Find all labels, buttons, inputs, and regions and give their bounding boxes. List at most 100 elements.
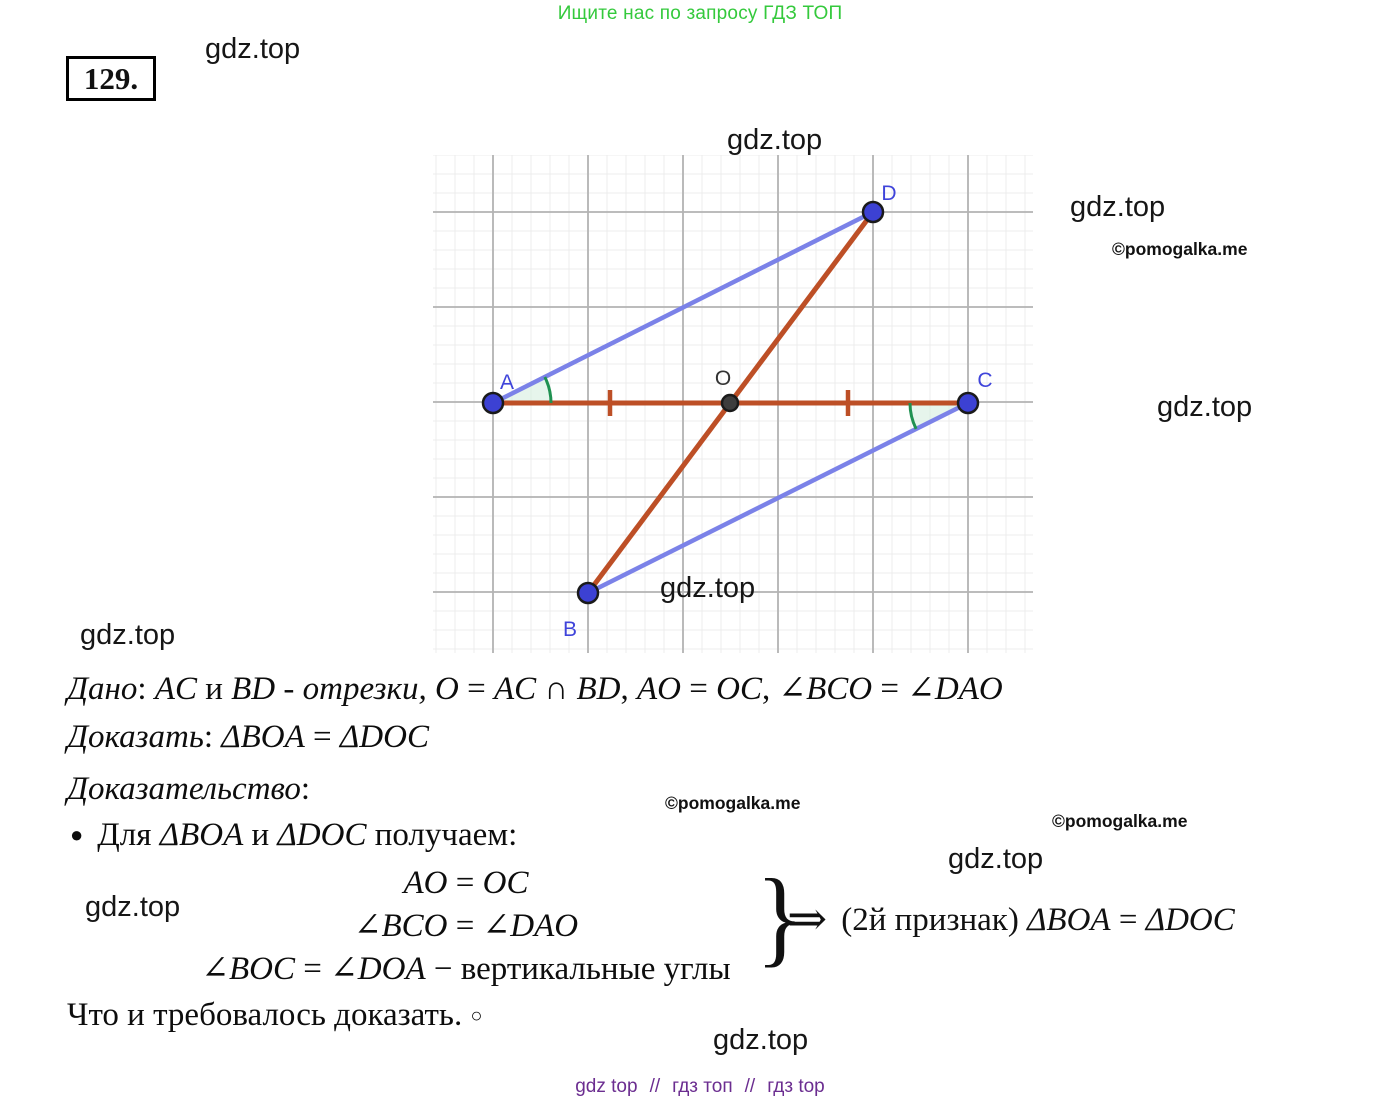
text-segment: Доказательство: [67, 771, 301, 807]
text-segment: ∩: [536, 671, 577, 707]
text-segment: :: [137, 671, 155, 707]
text-segment: ΔDOC: [1145, 901, 1235, 938]
text-segment: ∠BCO: [778, 671, 873, 707]
point-label-C: C: [977, 369, 992, 392]
text-segment: ○: [470, 1005, 483, 1028]
text-segment: :: [203, 719, 222, 755]
promo-banner: Ищите нас по запросу ГДЗ ТОП: [557, 3, 843, 24]
angle-arc: [908, 402, 918, 430]
point-label-B: B: [563, 618, 577, 641]
implication-row: ⇒ (2й признак) ΔBOA = ΔDOC: [787, 894, 1235, 946]
proof-heading: Доказательство:: [67, 771, 310, 808]
segment-BC: [586, 400, 970, 596]
point-label-O: O: [715, 367, 731, 390]
pomogalka-watermark: ©pomogalka.me: [665, 793, 801, 813]
text-segment: :: [300, 771, 311, 807]
footer-links: gdz top // гдз топ // гдз top: [0, 1076, 1400, 1098]
text-segment: и: [243, 817, 278, 853]
gdz-watermark: gdz.top: [1070, 191, 1166, 223]
equation-line-1: AO = OC: [160, 862, 772, 905]
gdz-watermark: gdz.top: [205, 33, 301, 65]
text-segment: ∠DAO: [482, 908, 579, 944]
text-segment: ΔBOA: [221, 719, 305, 755]
gdz-watermark: gdz.top: [727, 124, 823, 156]
point-A: [481, 391, 505, 415]
text-segment: и: [196, 671, 232, 707]
implies-arrow: ⇒: [787, 893, 828, 946]
text-segment: AO: [636, 671, 681, 707]
text-segment: BD: [231, 671, 276, 707]
footer-separator: //: [744, 1076, 756, 1097]
bullet-icon: ●: [70, 822, 84, 847]
point-D: [861, 200, 885, 224]
text-segment: Для: [97, 817, 160, 853]
segment-AD: [491, 209, 875, 406]
text-segment: получаем:: [366, 817, 518, 853]
footer-link[interactable]: gdz top: [575, 1076, 638, 1097]
qed-line: Что и требовалось доказать. ○: [67, 997, 482, 1034]
footer-link[interactable]: гдз топ: [672, 1076, 733, 1097]
angle-arc: [543, 376, 553, 404]
pomogalka-watermark: ©pomogalka.me: [1052, 811, 1188, 831]
text-segment: Дано: [67, 671, 138, 707]
text-segment: =: [680, 671, 717, 707]
text-segment: отрезки,: [302, 671, 435, 707]
text-segment: ∠BCO: [353, 908, 448, 944]
gdz-watermark: gdz.top: [1157, 391, 1253, 423]
text-segment: OC: [482, 865, 529, 901]
text-segment: O: [435, 671, 459, 707]
text-segment: =: [447, 865, 483, 901]
text-segment: =: [447, 908, 483, 944]
text-segment: =: [872, 671, 908, 707]
text-segment: ΔDOC: [277, 817, 367, 853]
text-segment: ∠DAO: [907, 671, 1003, 707]
problem-number-box: 129.: [66, 56, 156, 101]
equation-system: AO = OC ∠BCO = ∠DAO ∠BOC = ∠DOA − вертик…: [160, 862, 772, 991]
text-segment: =: [458, 671, 494, 707]
text-segment: =: [304, 719, 340, 755]
point-label-D: D: [881, 182, 896, 205]
gdz-watermark: gdz.top: [713, 1024, 809, 1056]
point-C: [956, 391, 980, 415]
proof-step-line: ● Для ΔBOA и ΔDOC получаем:: [70, 817, 517, 854]
step-intro: Для ΔBOA и ΔDOC получаем:: [97, 817, 517, 853]
given-line: Дано: AC и BD - отрезки, O = AC ∩ BD, AO…: [67, 668, 1003, 708]
text-segment: ΔBOA: [159, 817, 244, 853]
gdz-watermark: gdz.top: [80, 619, 176, 651]
footer-link[interactable]: гдз top: [767, 1076, 825, 1097]
problem-number: 129.: [83, 60, 139, 96]
text-segment: вертикальные углы: [460, 951, 731, 987]
text-segment: (2й признак): [841, 901, 1028, 938]
text-segment: OC: [716, 671, 762, 707]
point-O: [720, 393, 740, 413]
text-segment: Что и требовалось доказать.: [67, 997, 471, 1033]
text-segment: AC: [154, 671, 197, 707]
system-brace: }: [756, 858, 804, 977]
text-segment: =: [295, 951, 331, 987]
gdz-watermark: gdz.top: [948, 843, 1044, 875]
point-B: [576, 581, 600, 605]
text-segment: ,: [761, 671, 779, 707]
text-segment: -: [275, 671, 303, 707]
text-segment: AC: [493, 671, 537, 707]
text-segment: =: [1110, 901, 1146, 938]
text-segment: ∠BOC: [201, 951, 295, 987]
point-label-A: A: [500, 371, 514, 394]
footer-separator: //: [649, 1076, 661, 1097]
text-segment: ,: [620, 671, 637, 707]
text-segment: BD: [576, 671, 621, 707]
text-segment: ΔDOC: [339, 719, 429, 755]
pomogalka-watermark: ©pomogalka.me: [1112, 239, 1248, 259]
text-segment: ΔBOA: [1027, 901, 1111, 938]
equation-line-2: ∠BCO = ∠DAO: [160, 905, 772, 948]
text-segment: AO: [403, 865, 448, 901]
diagram-canvas: A B C D O: [433, 154, 1033, 653]
text-segment: −: [425, 951, 461, 987]
equation-line-3: ∠BOC = ∠DOA − вертикальные углы: [160, 948, 772, 991]
conclusion-line: (2й признак) ΔBOA = ΔDOC: [841, 902, 1235, 939]
text-segment: ∠DOA: [330, 951, 426, 987]
geometry-diagram: A B C D O: [433, 154, 1033, 653]
text-segment: Доказать: [67, 719, 204, 755]
prove-line: Доказать: ΔBOA = ΔDOC: [67, 719, 429, 756]
